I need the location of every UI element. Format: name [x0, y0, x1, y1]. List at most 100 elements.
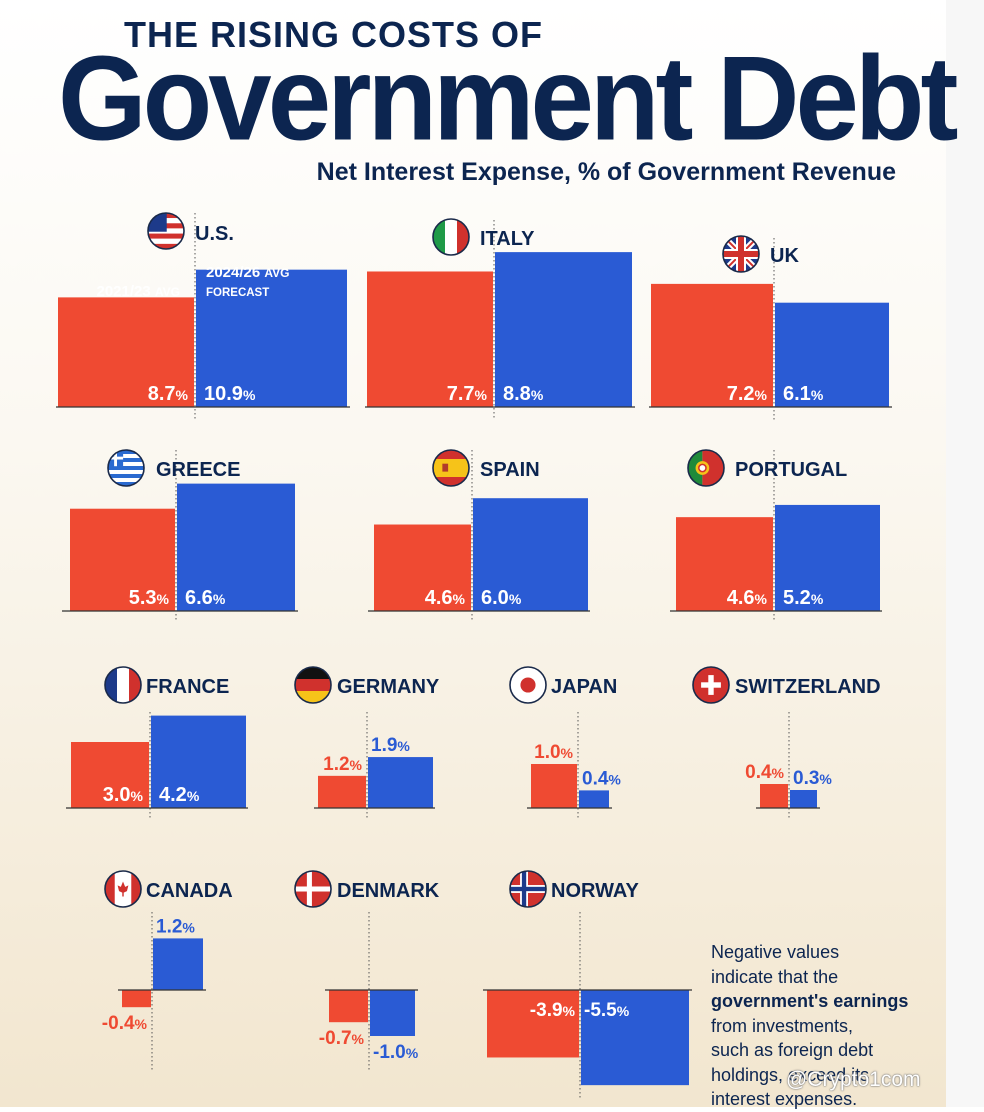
bar-uk-2021-23: [651, 283, 773, 407]
page-title: Government Debt: [58, 32, 958, 167]
value-label-germany-2024-26: 1.9%: [371, 735, 410, 756]
portugal-flag-icon: [687, 449, 725, 487]
note-line-7: interest expenses.: [711, 1089, 858, 1109]
chart-portugal: 4.6% 5.2% PORTUGAL: [670, 449, 882, 622]
bar-portugal-2024-26: [775, 504, 880, 611]
country-label-greece: GREECE: [156, 459, 240, 481]
country-label-norway: NORWAY: [551, 880, 639, 902]
chart-france: 3.0% 4.2% FRANCE: [66, 666, 248, 818]
country-label-japan: JAPAN: [551, 676, 617, 698]
value-label-norway-2024-26: -5.5%: [584, 1000, 630, 1021]
bar-switzerland-2021-23: [760, 784, 788, 808]
chart-japan: 1.0% 0.4% JAPAN: [509, 666, 621, 818]
japan-flag-icon: [509, 666, 547, 704]
bar-canada-2024-26: [153, 938, 203, 990]
value-label-switzerland-2024-26: 0.3%: [793, 768, 832, 789]
value-label-france-2024-26: 4.2%: [159, 784, 200, 806]
denmark-flag-icon: [294, 870, 332, 908]
country-label-uk: UK: [770, 245, 799, 267]
norway-flag-icon: [509, 870, 547, 908]
value-label-germany-2021-23: 1.2%: [323, 754, 362, 775]
value-label-japan-2021-23: 1.0%: [534, 742, 573, 763]
uk-flag-icon: [722, 235, 760, 273]
title-top: THE RISING COSTS OF: [124, 14, 544, 55]
value-label-greece-2024-26: 6.6%: [185, 587, 226, 609]
value-label-us-2024-26: 10.9%: [204, 383, 256, 405]
country-label-spain: SPAIN: [480, 459, 540, 481]
value-label-japan-2024-26: 0.4%: [582, 768, 621, 789]
chart-italy: 7.7% 8.8% ITALY: [365, 218, 635, 420]
bar-us-2021-23: [58, 297, 194, 407]
bar-germany-2021-23: [318, 775, 366, 808]
us-flag-icon: [147, 212, 185, 250]
bar-france-2021-23: [71, 742, 149, 808]
note-line-6: holdings, exceed its: [711, 1064, 870, 1085]
value-label-canada-2021-23: -0.4%: [102, 1013, 148, 1034]
bar-france-2024-26: [151, 715, 246, 808]
bar-spain-2021-23: [374, 524, 471, 611]
value-label-italy-2024-26: 8.8%: [503, 383, 544, 405]
note-line-1: Negative values: [711, 942, 840, 962]
value-label-spain-2024-26: 6.0%: [481, 587, 522, 609]
note-line-2: indicate that the: [711, 966, 839, 987]
country-label-germany: GERMANY: [337, 676, 440, 698]
legend: 2021/23 AVG 2024/26 AVG FORECAST: [96, 264, 289, 300]
germany-flag-icon: [294, 666, 332, 704]
value-label-uk-2021-23: 7.2%: [727, 383, 768, 405]
bar-us-2024-26: [196, 269, 347, 407]
note-line-3: government's earnings: [711, 991, 909, 1011]
chart-norway: -3.9% -5.5% NORWAY: [483, 870, 692, 1100]
chart-germany: 1.2% 1.9% GERMANY: [294, 666, 440, 818]
legend-forecast: FORECAST: [206, 287, 269, 299]
chart-switzerland: 0.4% 0.3% SWITZERLAND: [692, 666, 881, 818]
value-label-switzerland-2021-23: 0.4%: [745, 762, 784, 783]
header: THE RISING COSTS OF Government Debt Net …: [0, 0, 984, 200]
value-label-us-2021-23: 8.7%: [148, 383, 189, 405]
chart-uk: 7.2% 6.1% UK: [649, 235, 892, 420]
country-label-canada: CANADA: [146, 880, 233, 902]
spain-flag-icon: [432, 449, 470, 487]
country-label-france: FRANCE: [146, 676, 229, 698]
bar-denmark-2024-26: [370, 990, 415, 1036]
bar-norway-2024-26: [581, 990, 689, 1086]
bar-portugal-2021-23: [676, 517, 773, 611]
chart-canada: -0.4% 1.2% CANADA: [102, 870, 233, 1070]
canada-flag-icon: [104, 870, 142, 908]
value-label-spain-2021-23: 4.6%: [425, 587, 466, 609]
bar-denmark-2021-23: [329, 990, 368, 1023]
bar-norway-2021-23: [487, 990, 579, 1058]
country-label-italy: ITALY: [480, 228, 535, 250]
country-label-denmark: DENMARK: [337, 880, 440, 902]
value-label-portugal-2024-26: 5.2%: [783, 587, 824, 609]
italy-flag-icon: [432, 218, 470, 256]
chart-greece: 5.3% 6.6% GREECE: [62, 449, 298, 622]
bar-italy-2021-23: [367, 271, 493, 407]
bar-japan-2021-23: [531, 764, 577, 808]
value-label-uk-2024-26: 6.1%: [783, 383, 824, 405]
negative-values-note: Negative values indicate that the govern…: [711, 940, 931, 1112]
chart-us: 8.7% 10.9% U.S.: [56, 212, 350, 420]
value-label-denmark-2021-23: -0.7%: [319, 1028, 365, 1049]
value-label-greece-2021-23: 5.3%: [129, 587, 170, 609]
bar-canada-2021-23: [122, 990, 151, 1008]
note-line-4: from investments,: [711, 1015, 854, 1036]
bar-uk-2024-26: [775, 302, 889, 407]
bar-greece-2021-23: [70, 508, 175, 611]
value-label-france-2021-23: 3.0%: [103, 784, 144, 806]
legend-period-1: 2021/23 AVG: [96, 283, 180, 300]
value-label-italy-2021-23: 7.7%: [447, 383, 488, 405]
bar-germany-2024-26: [368, 757, 433, 808]
value-label-denmark-2024-26: -1.0%: [373, 1042, 419, 1063]
chart-denmark: -0.7% -1.0% DENMARK: [294, 870, 440, 1070]
country-label-us: U.S.: [195, 223, 234, 245]
bar-switzerland-2024-26: [790, 790, 817, 808]
bar-greece-2024-26: [177, 483, 295, 611]
greece-flag-icon: [107, 449, 145, 487]
bar-italy-2024-26: [495, 252, 632, 407]
watermark: @Crypto1com: [786, 1068, 921, 1091]
switzerland-flag-icon: [692, 666, 730, 704]
value-label-canada-2024-26: 1.2%: [156, 916, 195, 937]
value-label-portugal-2021-23: 4.6%: [727, 587, 768, 609]
country-label-portugal: PORTUGAL: [735, 459, 847, 481]
